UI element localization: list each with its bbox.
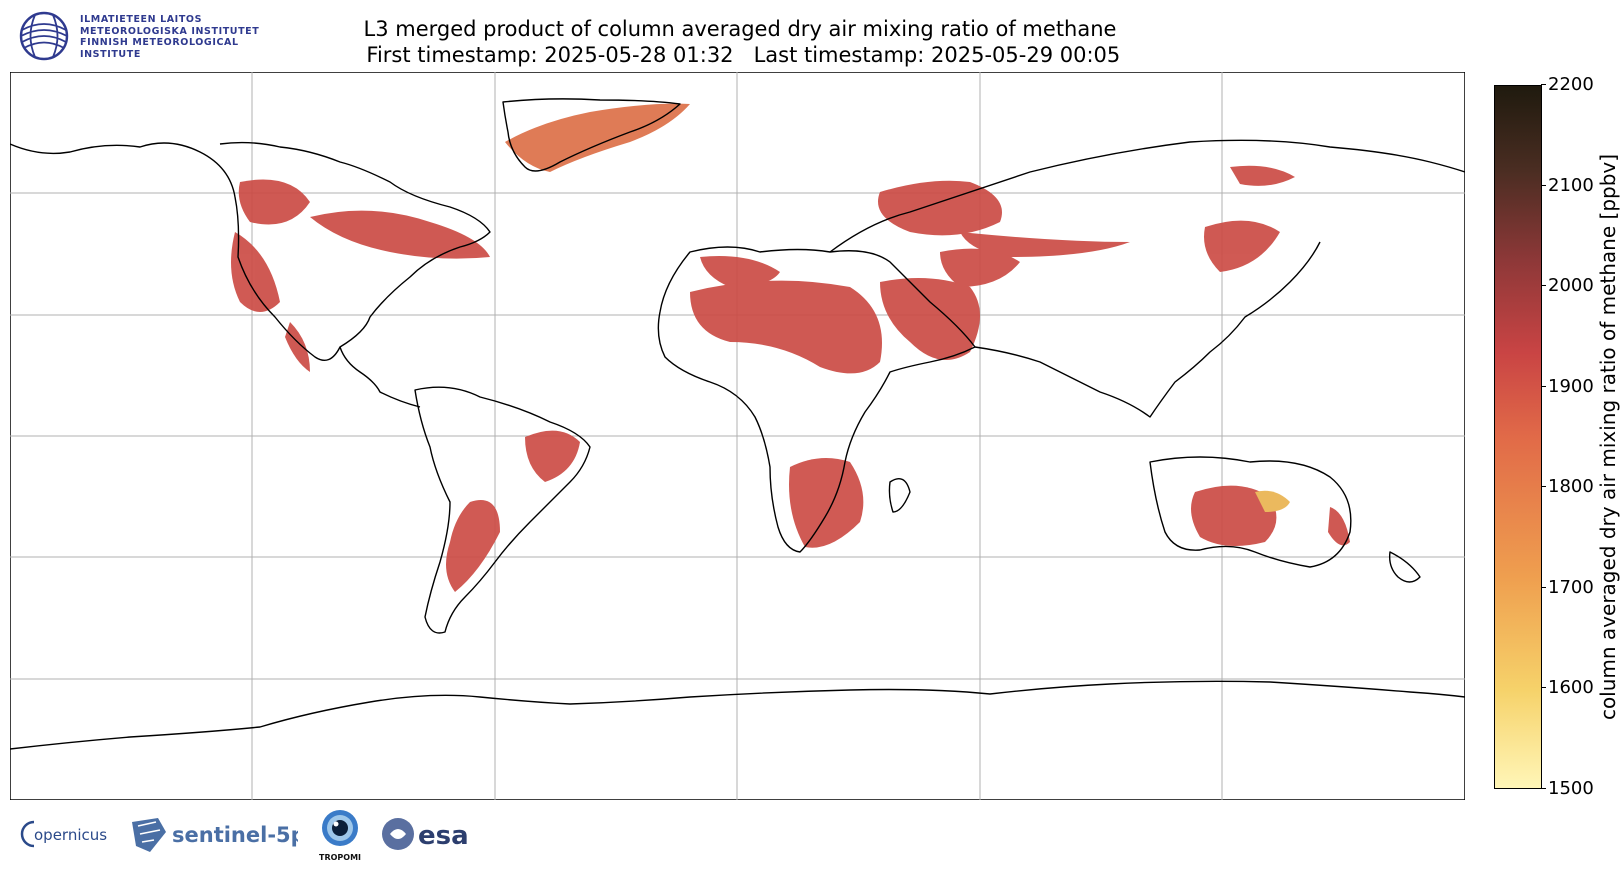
colorbar-tick: 2000 bbox=[1541, 275, 1594, 296]
data-patch-argentina bbox=[446, 500, 500, 592]
coastline-central-america bbox=[339, 346, 421, 408]
fmi-logo: ILMATIETEEN LAITOS METEOROLOGISKA INSTIT… bbox=[18, 10, 293, 62]
fmi-globe-icon bbox=[19, 11, 69, 61]
colorbar-tick: 1600 bbox=[1541, 677, 1594, 698]
data-patch-canada-east bbox=[310, 210, 490, 259]
coastline-south-america bbox=[414, 386, 591, 634]
fmi-name-en: FINNISH METEOROLOGICAL INSTITUTE bbox=[80, 37, 239, 60]
colorbar bbox=[1494, 85, 1542, 789]
colorbar-tick: 2200 bbox=[1541, 74, 1594, 95]
coastline-australia bbox=[1149, 456, 1352, 568]
coastline-north-eurasia bbox=[829, 139, 1465, 253]
data-patch-china-north bbox=[1204, 220, 1280, 272]
copernicus-logo: opernicus bbox=[20, 816, 110, 856]
tropomi-logo: TROPOMI bbox=[310, 806, 370, 868]
coastline-africa-europe bbox=[657, 246, 976, 553]
esa-text: esa bbox=[418, 821, 469, 851]
sentinel-satellite-icon bbox=[132, 818, 166, 852]
data-patch-iberia bbox=[700, 256, 780, 287]
colorbar-ticks: 2200 2100 2000 1900 1800 1700 1600 1500 bbox=[1541, 76, 1598, 798]
data-patch-central-asia bbox=[960, 232, 1130, 257]
tropomi-text: TROPOMI bbox=[319, 853, 361, 862]
title-line-1: L3 merged product of column averaged dry… bbox=[363, 17, 1117, 41]
coastline-south-asia bbox=[974, 241, 1321, 418]
data-patch-east-siberia bbox=[1230, 165, 1295, 186]
data-patch-canada-west bbox=[238, 179, 310, 225]
data-patch-mexico bbox=[285, 322, 310, 372]
data-patch-australia-east bbox=[1328, 507, 1350, 546]
sentinel-logo: sentinel-5p bbox=[128, 812, 306, 860]
coastline-greenland bbox=[502, 98, 681, 172]
copernicus-text: opernicus bbox=[34, 826, 107, 844]
map-title: L3 merged product of column averaged dry… bbox=[300, 16, 1180, 68]
coastline-antarctica bbox=[10, 680, 1465, 750]
colorbar-tick: 2100 bbox=[1541, 174, 1594, 196]
data-patch-australia bbox=[1191, 485, 1277, 546]
data-patch-brazil bbox=[525, 430, 580, 482]
colorbar-gradient bbox=[1494, 85, 1542, 789]
graticule bbox=[10, 72, 1465, 800]
colorbar-label: column averaged dry air mixing ratio of … bbox=[1596, 153, 1620, 721]
coastlines bbox=[10, 98, 1465, 750]
colorbar-tick: 1700 bbox=[1541, 576, 1594, 598]
esa-logo: esa bbox=[380, 812, 480, 860]
data-patch-arabia bbox=[880, 278, 980, 360]
title-line-2: First timestamp: 2025-05-28 01:32 Last t… bbox=[359, 43, 1121, 67]
colorbar-tick: 1900 bbox=[1541, 375, 1594, 397]
coastline-north-america bbox=[10, 141, 491, 361]
data-patch-kazakhstan bbox=[878, 180, 1002, 236]
sentinel-text: sentinel-5p bbox=[172, 823, 298, 847]
fmi-name-sv: METEOROLOGISKA INSTITUTET bbox=[80, 25, 260, 37]
data-patch-sahara bbox=[690, 280, 882, 374]
data-patch-australia-low bbox=[1255, 490, 1290, 512]
world-map bbox=[10, 72, 1465, 800]
data-patch-usa-west bbox=[231, 232, 280, 312]
methane-data-layer bbox=[231, 103, 1350, 592]
data-patch-iran bbox=[940, 248, 1020, 287]
coastline-new-zealand bbox=[1388, 551, 1421, 583]
colorbar-tick: 1500 bbox=[1541, 778, 1594, 799]
data-patch-southern-africa bbox=[789, 458, 864, 548]
colorbar-tick: 1800 bbox=[1541, 476, 1594, 497]
data-patch-greenland bbox=[505, 103, 690, 172]
fmi-name-fi: ILMATIETEEN LAITOS bbox=[80, 14, 203, 25]
partner-logos: opernicus sentinel-5p TROPOMI esa bbox=[20, 810, 510, 868]
coastline-madagascar bbox=[888, 478, 911, 513]
